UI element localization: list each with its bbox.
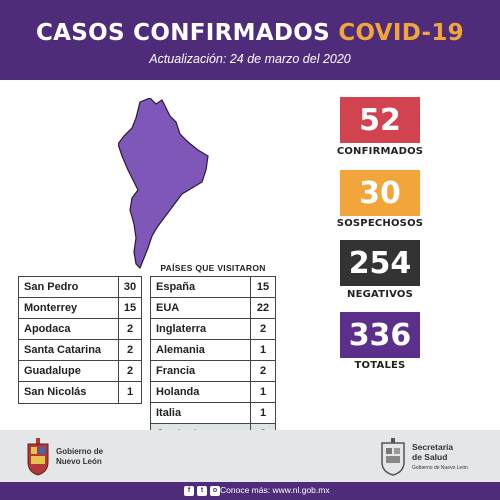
municipalities-table: San Pedro 30 Monterrey 15 Apodaca 2 Sant… bbox=[18, 276, 142, 404]
stat-totales-label: TOTALES bbox=[354, 360, 406, 371]
table-row: Guadalupe 2 bbox=[19, 361, 141, 382]
update-date: Actualización: 24 de marzo del 2020 bbox=[149, 52, 351, 66]
countries-table: España 15 EUA 22 Inglaterra 2 Alemania 1… bbox=[150, 276, 276, 446]
table-row: Alemania 1 bbox=[151, 340, 275, 361]
table-row: Holanda 1 bbox=[151, 382, 275, 403]
country-name: Francia bbox=[151, 361, 251, 381]
country-name: Inglaterra bbox=[151, 319, 251, 339]
stat-confirmados-value: 52 bbox=[359, 102, 401, 138]
title-main: CASOS CONFIRMADOS bbox=[36, 20, 331, 46]
table-row: San Pedro 30 bbox=[19, 277, 141, 298]
country-name: España bbox=[151, 277, 251, 297]
municipality-name: San Pedro bbox=[19, 277, 119, 297]
footer bbox=[0, 430, 500, 482]
twitter-icon[interactable]: t bbox=[197, 486, 207, 496]
health-line2: de Salud bbox=[412, 452, 448, 462]
country-count: 15 bbox=[256, 281, 270, 293]
stat-sospechosos-label: SOSPECHOSOS bbox=[336, 218, 424, 229]
facebook-icon[interactable]: f bbox=[184, 486, 194, 496]
stat-sospechosos-box: 30 bbox=[340, 170, 420, 216]
country-name: Alemania bbox=[151, 340, 251, 360]
table-row: Francia 2 bbox=[151, 361, 275, 382]
nuevo-leon-shield-icon bbox=[27, 438, 49, 476]
municipality-count: 1 bbox=[126, 386, 134, 398]
municipality-count: 15 bbox=[123, 302, 137, 314]
municipality-count: 30 bbox=[123, 281, 137, 293]
table-row: San Nicolás 1 bbox=[19, 382, 141, 403]
website-link[interactable]: Conoce más: www.nl.gob.mx bbox=[220, 485, 330, 495]
stat-sospechosos-value: 30 bbox=[359, 175, 401, 211]
countries-heading: PAÍSES QUE VISITARON bbox=[160, 263, 266, 273]
municipality-name: Santa Catarina bbox=[19, 340, 119, 360]
header-banner bbox=[0, 0, 500, 80]
bottom-bar bbox=[0, 482, 500, 500]
table-row: Santa Catarina 2 bbox=[19, 340, 141, 361]
country-count: 2 bbox=[259, 323, 267, 335]
nuevo-leon-map-icon bbox=[118, 98, 209, 270]
stat-confirmados-label: CONFIRMADOS bbox=[336, 146, 424, 157]
health-line3: Gobierno de Nuevo León bbox=[412, 465, 468, 471]
table-row: Italia 1 bbox=[151, 403, 275, 424]
stat-totales-value: 336 bbox=[348, 317, 412, 353]
country-count: 22 bbox=[256, 302, 270, 314]
municipality-name: San Nicolás bbox=[19, 382, 119, 403]
municipality-name: Guadalupe bbox=[19, 361, 119, 381]
instagram-icon[interactable]: o bbox=[210, 486, 220, 496]
table-row: Inglaterra 2 bbox=[151, 319, 275, 340]
gov-line2: Nuevo León bbox=[56, 457, 102, 466]
stat-confirmados-box: 52 bbox=[340, 97, 420, 143]
social-icons: f t o bbox=[184, 486, 220, 496]
title-highlight: COVID-19 bbox=[338, 20, 464, 46]
country-name: Italia bbox=[151, 403, 251, 423]
country-count: 1 bbox=[259, 407, 267, 419]
stat-negativos-value: 254 bbox=[348, 245, 412, 281]
stat-totales-box: 336 bbox=[340, 312, 420, 358]
gov-line1: Gobierno de bbox=[56, 447, 104, 456]
municipality-count: 2 bbox=[126, 344, 134, 356]
page-title: CASOS CONFIRMADOS COVID-19 bbox=[0, 20, 500, 46]
stat-negativos-label: NEGATIVOS bbox=[347, 289, 413, 300]
municipality-count: 2 bbox=[126, 365, 134, 377]
country-count: 1 bbox=[259, 386, 267, 398]
health-shield-icon bbox=[381, 438, 405, 476]
country-name: Holanda bbox=[151, 382, 251, 402]
municipality-name: Monterrey bbox=[19, 298, 119, 318]
table-row: Apodaca 2 bbox=[19, 319, 141, 340]
table-row: España 15 bbox=[151, 277, 275, 298]
health-line1: Secretaría bbox=[412, 442, 454, 452]
municipality-count: 2 bbox=[126, 323, 134, 335]
country-count: 2 bbox=[259, 365, 267, 377]
stat-negativos-box: 254 bbox=[340, 240, 420, 286]
country-name: EUA bbox=[151, 298, 251, 318]
country-count: 1 bbox=[259, 344, 267, 356]
municipality-name: Apodaca bbox=[19, 319, 119, 339]
table-row: EUA 22 bbox=[151, 298, 275, 319]
table-row: Monterrey 15 bbox=[19, 298, 141, 319]
